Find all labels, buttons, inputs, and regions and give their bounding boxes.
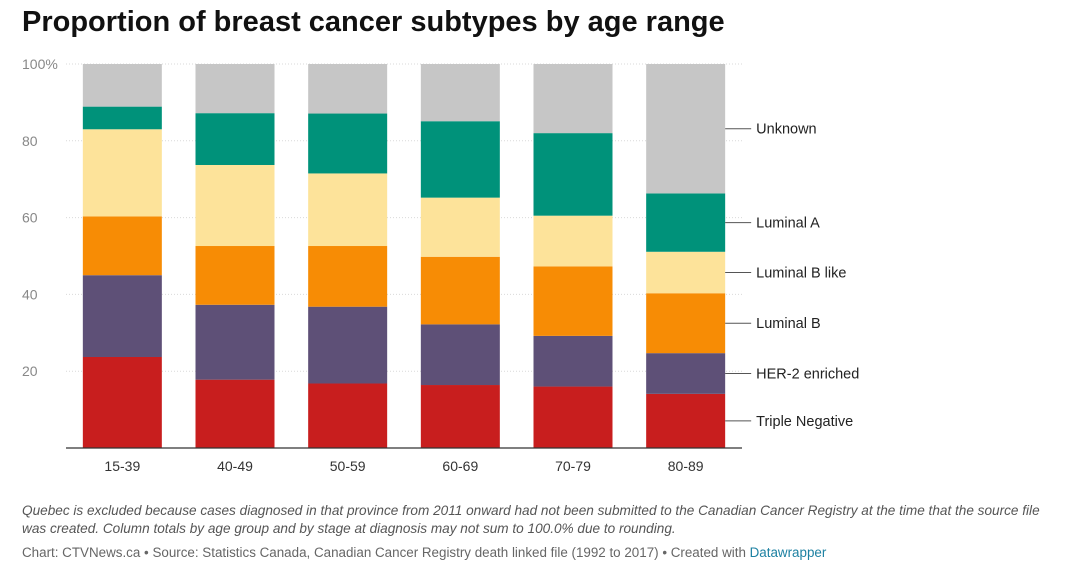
bar-segment <box>82 129 162 217</box>
legend-label: Luminal A <box>756 216 820 232</box>
y-tick-label: 40 <box>22 286 38 302</box>
x-tick-label: 15-39 <box>104 458 140 474</box>
chart-credit: Chart: CTVNews.ca • Source: Statistics C… <box>22 545 826 560</box>
bar-segment <box>533 335 613 387</box>
x-tick-label: 70-79 <box>555 458 591 474</box>
bar-segment <box>308 173 388 247</box>
bar-segment <box>195 113 275 165</box>
datawrapper-link[interactable]: Datawrapper <box>749 545 827 560</box>
bar-segment <box>533 64 613 134</box>
gridlines: 20 40 60 80 100% <box>22 56 742 379</box>
bar-segment <box>308 306 388 384</box>
x-tick-label: 60-69 <box>442 458 478 474</box>
legend: Triple Negative HER-2 enriched Luminal B Lu… <box>725 122 859 430</box>
legend-label: HER-2 enriched <box>756 367 859 383</box>
y-tick-label: 80 <box>22 133 38 149</box>
y-tick-label: 60 <box>22 210 38 226</box>
bar-segment <box>646 251 726 294</box>
bar-segment <box>308 64 388 114</box>
bar-segment <box>308 113 388 174</box>
x-tick-label: 80-89 <box>668 458 704 474</box>
bar-segment <box>646 193 726 252</box>
bar-segment <box>420 64 500 122</box>
bar-segment <box>420 256 500 325</box>
x-tick-label: 50-59 <box>330 458 366 474</box>
chart-title: Proportion of breast cancer subtypes by … <box>22 6 725 38</box>
credit-text: Chart: CTVNews.ca • Source: Statistics C… <box>22 545 746 560</box>
bar-segment <box>308 246 388 307</box>
bar-segment <box>82 64 162 107</box>
bar-segment <box>195 304 275 380</box>
bar-segment <box>82 216 162 276</box>
bar-segment <box>646 393 726 448</box>
y-tick-label: 100% <box>22 56 58 72</box>
bar-segments: 15-39 40-49 50-59 60-69 70-79 80-89 <box>82 64 726 474</box>
x-tick-label: 40-49 <box>217 458 253 474</box>
bar-segment <box>646 293 726 354</box>
bar-segment <box>82 106 162 130</box>
bar-segment <box>420 324 500 386</box>
bar-segment <box>82 356 162 448</box>
chart-note: Quebec is excluded because cases diagnos… <box>22 503 1040 536</box>
bar-segment <box>195 164 275 247</box>
bar-segment <box>82 275 162 357</box>
bar-segment <box>533 266 613 336</box>
stacked-bar-chart: 20 40 60 80 100% 15-39 40-49 50-59 60-69 70-79 80… <box>22 56 859 474</box>
bar-segment <box>420 385 500 448</box>
bar-segment <box>533 133 613 216</box>
bar-segment <box>195 379 275 448</box>
legend-label: Unknown <box>756 122 816 138</box>
bar-segment <box>420 197 500 257</box>
bar-segment <box>308 383 388 448</box>
y-tick-label: 20 <box>22 363 38 379</box>
bar-segment <box>646 64 726 194</box>
bar-segment <box>195 246 275 305</box>
bar-segment <box>533 386 613 448</box>
legend-label: Luminal B like <box>756 266 846 282</box>
bar-segment <box>420 121 500 198</box>
bar-segment <box>533 215 613 267</box>
bar-segment <box>646 353 726 394</box>
legend-label: Luminal B <box>756 316 820 332</box>
legend-label: Triple Negative <box>756 414 853 430</box>
bar-segment <box>195 64 275 114</box>
